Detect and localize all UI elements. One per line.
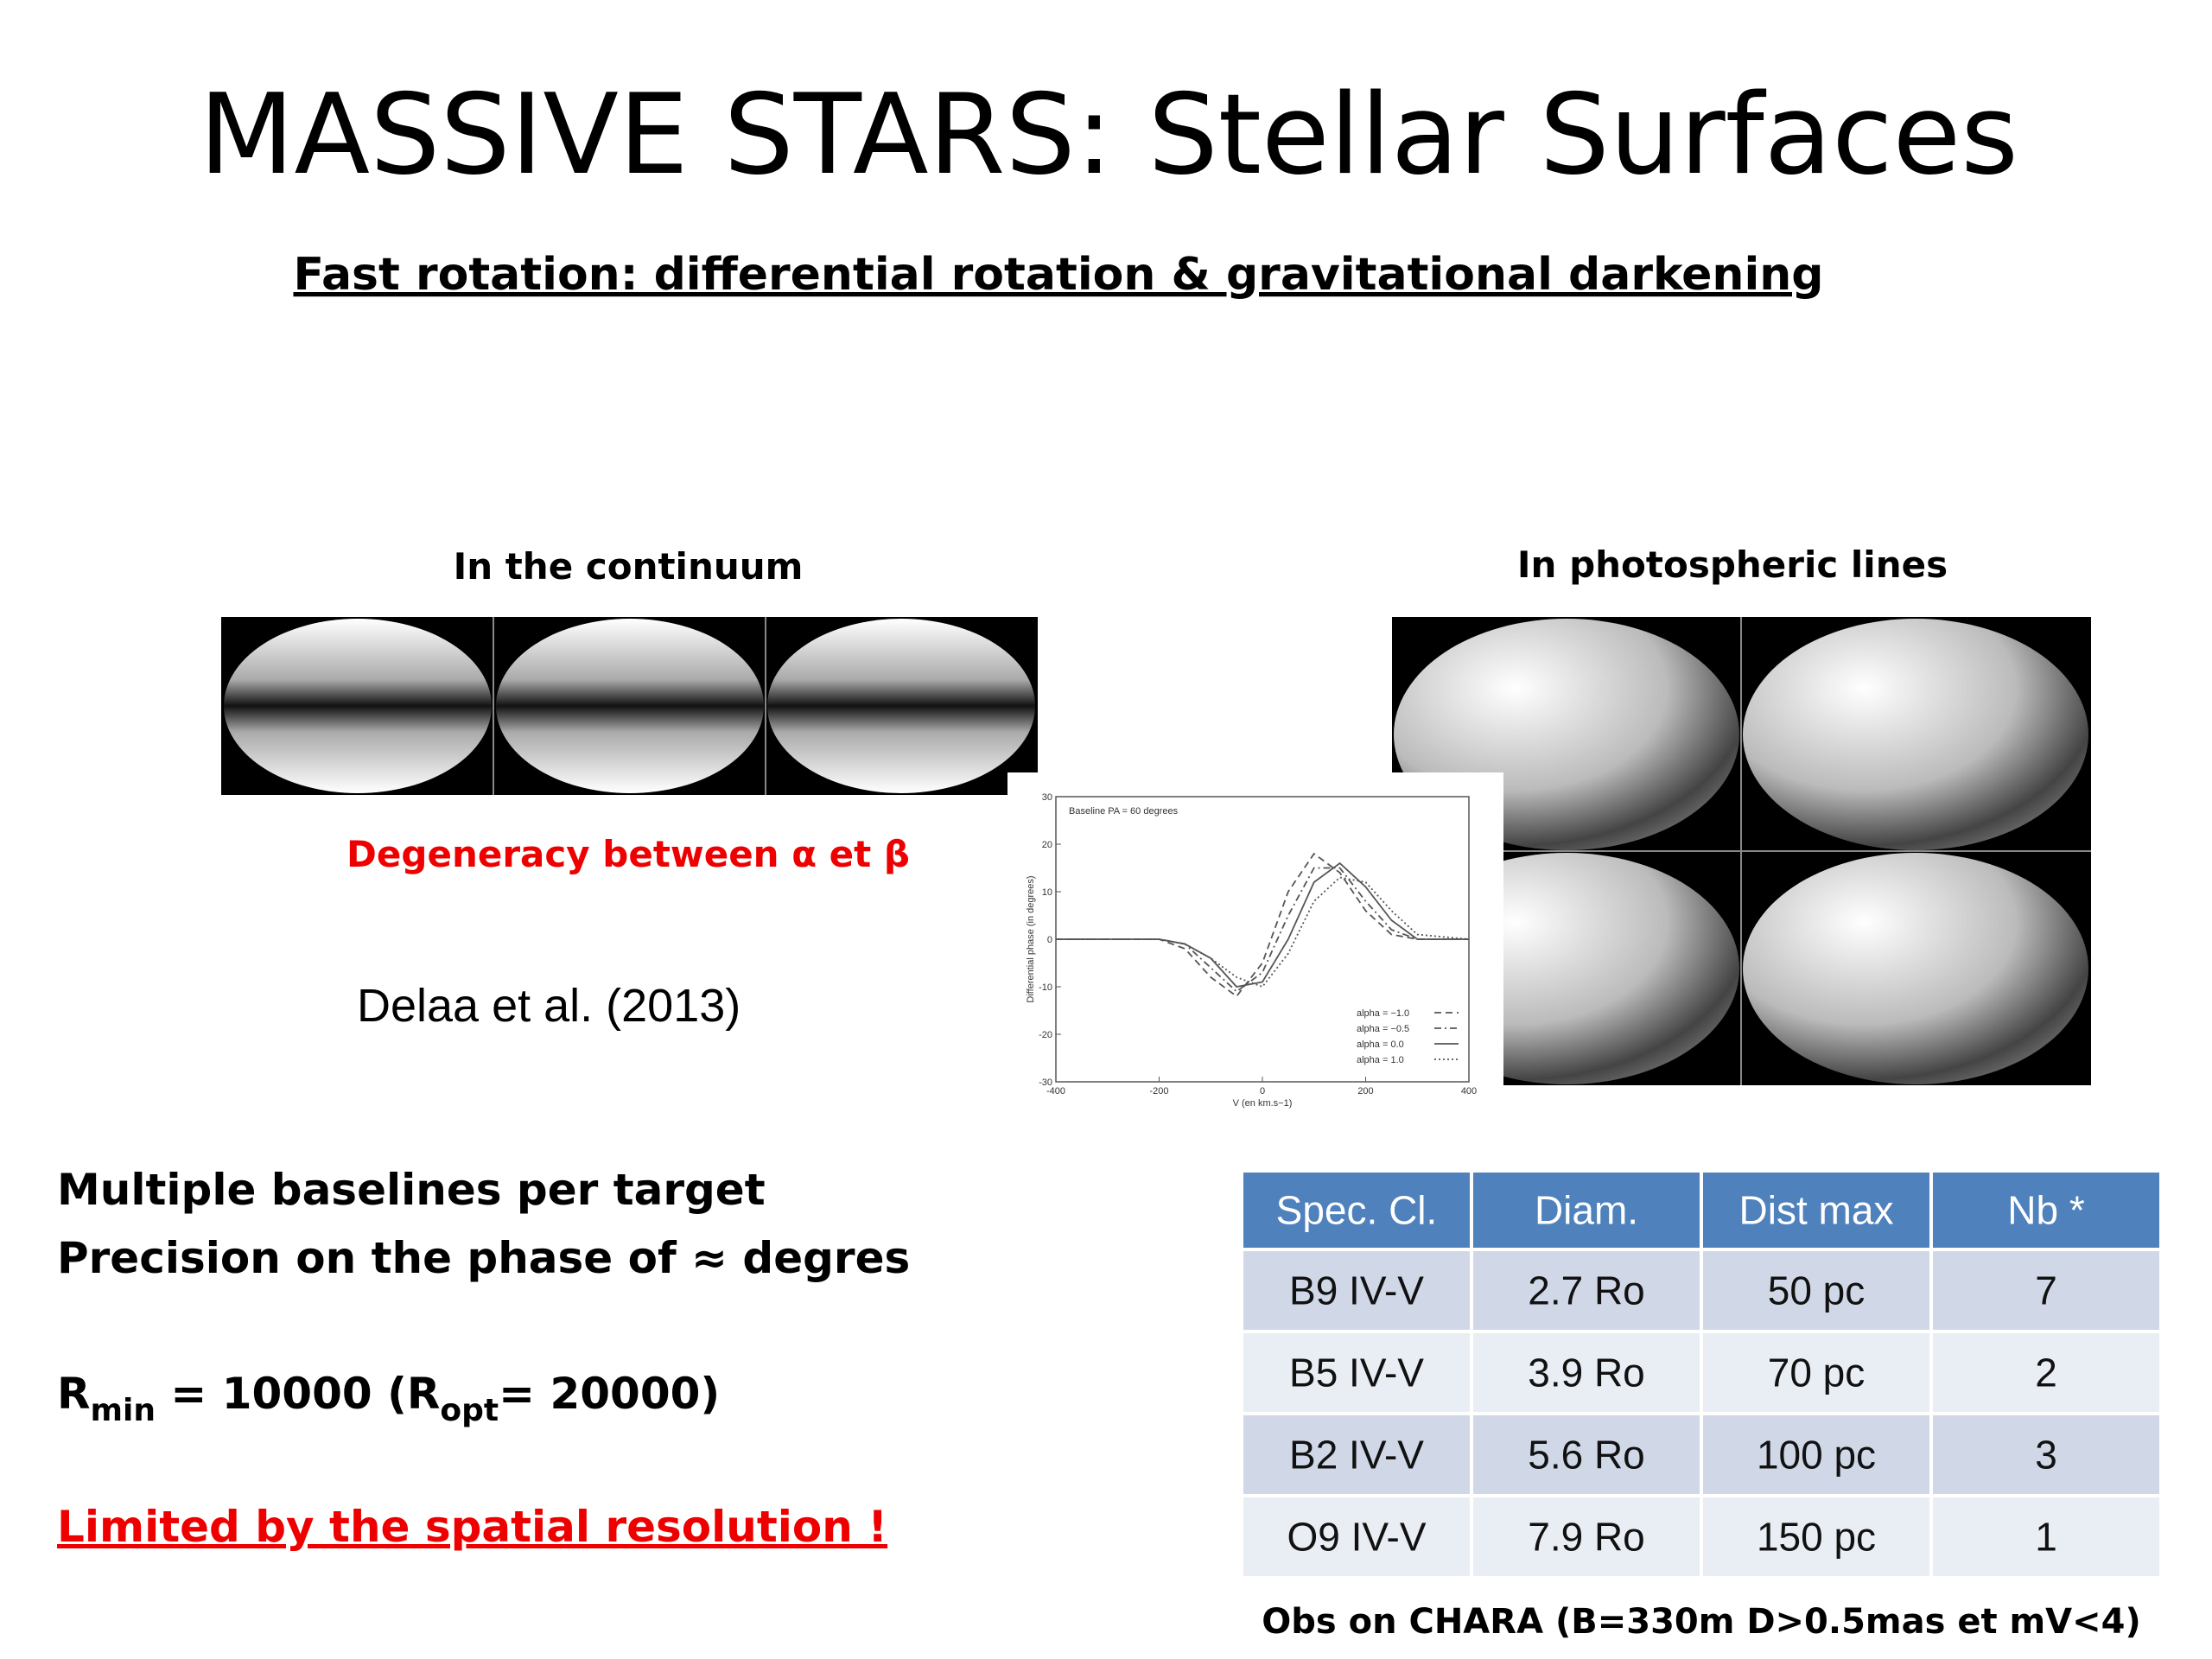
- legend-label: alpha = 0.0: [1357, 1039, 1404, 1050]
- table-cell: [1700, 1330, 1933, 1415]
- warning: Limited by the spatial resolution !: [57, 1502, 887, 1552]
- cell-text: 3.9 Ro: [1528, 1351, 1645, 1395]
- continuum-images: [221, 617, 1038, 795]
- text: = 10000 (R: [156, 1369, 440, 1419]
- panel-label: In photospheric lines: [1517, 543, 1948, 586]
- cell-text: 70 pc: [1768, 1351, 1866, 1395]
- text: = 20000): [499, 1369, 720, 1419]
- header-cell: [1929, 1169, 2163, 1251]
- table-cell: [1700, 1248, 1933, 1333]
- y-tick-label: 30: [1042, 792, 1052, 803]
- subscript: min: [91, 1393, 156, 1428]
- citation: Delaa et al. (2013): [357, 980, 741, 1032]
- table-cell: [1240, 1330, 1473, 1415]
- table-cell: [1700, 1494, 1933, 1580]
- text: R: [57, 1369, 91, 1419]
- degeneracy-note: Degeneracy between α et β: [346, 833, 910, 875]
- table: Spec. Cl. Diam. Dist max Nb * B9 IV-V 2.7 Ro 5…: [1240, 1169, 2163, 1580]
- subscript: opt: [440, 1393, 499, 1428]
- legend-label: alpha = 1.0: [1357, 1055, 1404, 1065]
- slide-title: MASSIVE STARS: Stellar Surfaces: [199, 71, 2018, 200]
- cell-text: 7.9 Ro: [1528, 1515, 1645, 1560]
- x-tick-label: -200: [1149, 1086, 1168, 1096]
- header-cell: [1240, 1169, 1473, 1251]
- panel-label: In the continuum: [454, 545, 804, 588]
- table-cell: [1929, 1412, 2163, 1497]
- cell-text: 50 pc: [1768, 1268, 1866, 1313]
- y-tick-label: -30: [1039, 1077, 1052, 1088]
- table-cell: [1470, 1330, 1703, 1415]
- cell-text: 2: [2035, 1351, 2057, 1395]
- header-text: Spec. Cl.: [1276, 1188, 1438, 1233]
- x-axis-label: V (en km.s−1): [1233, 1098, 1293, 1109]
- cell-text: 150 pc: [1757, 1515, 1876, 1560]
- inset-plot: -400 -200 0 200 400 -30 -20 -10 0 10 20 30 Baseline …: [1026, 792, 1477, 1109]
- header-cell: [1470, 1169, 1703, 1251]
- note-line: Precision on the phase of ≈ degres: [57, 1233, 910, 1283]
- data-line: [1056, 852, 1469, 998]
- cell-text: O9 IV-V: [1287, 1515, 1426, 1560]
- y-tick-label: -20: [1039, 1030, 1052, 1040]
- cell-text: 1: [2035, 1515, 2057, 1560]
- data-line: [1056, 861, 1469, 988]
- cell-text: 3: [2035, 1433, 2057, 1478]
- x-tick-label: 200: [1357, 1086, 1373, 1096]
- legend-label: alpha = −1.0: [1357, 1008, 1409, 1019]
- y-tick-label: 20: [1042, 840, 1052, 850]
- header-cell: [1700, 1169, 1933, 1251]
- header-text: Dist max: [1739, 1188, 1894, 1233]
- legend-label: alpha = −0.5: [1357, 1024, 1409, 1034]
- table-cell: [1929, 1330, 2163, 1415]
- cell-text: B9 IV-V: [1289, 1268, 1424, 1313]
- header-text: Diam.: [1535, 1188, 1638, 1233]
- x-tick-label: 0: [1260, 1086, 1265, 1096]
- cell-text: B2 IV-V: [1289, 1433, 1424, 1478]
- y-tick-label: -10: [1039, 982, 1052, 993]
- cell-text: 2.7 Ro: [1528, 1268, 1645, 1313]
- cell-text: 5.6 Ro: [1528, 1433, 1645, 1478]
- inset-chart: [1007, 772, 1503, 1110]
- chart-title: Baseline PA = 60 degrees: [1069, 806, 1179, 817]
- y-tick-label: 10: [1042, 887, 1052, 898]
- table-cell: [1929, 1494, 2163, 1580]
- x-tick-label: -400: [1046, 1086, 1065, 1096]
- table-cell: [1240, 1248, 1473, 1333]
- cell-text: 7: [2035, 1268, 2057, 1313]
- header-text: Nb *: [2007, 1188, 2085, 1233]
- subtitle: Fast rotation: differential rotation & g…: [293, 249, 1823, 301]
- table-caption: Obs on CHARA (B=330m D>0.5mas et mV<4): [1262, 1602, 2141, 1642]
- table-cell: [1240, 1494, 1473, 1580]
- note-line: Multiple baselines per target: [57, 1165, 766, 1215]
- resolution-note: Rmin = 10000 (Ropt= 20000): [57, 1369, 720, 1428]
- y-tick-label: 0: [1047, 935, 1052, 945]
- cell-text: 100 pc: [1757, 1433, 1876, 1478]
- cell-text: B5 IV-V: [1289, 1351, 1424, 1395]
- y-axis-label: Differential phase (in degrees): [1026, 875, 1036, 1002]
- x-tick-label: 400: [1461, 1086, 1477, 1096]
